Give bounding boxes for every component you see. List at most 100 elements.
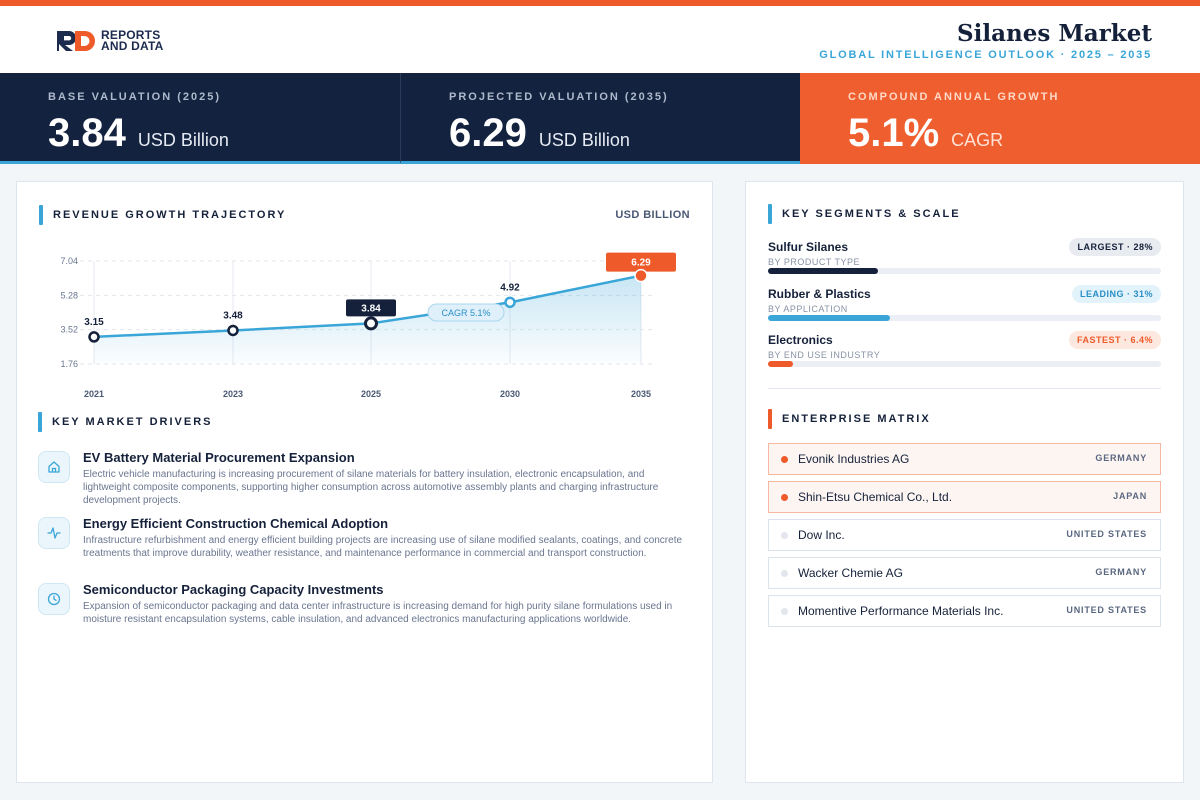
brand-line-1: REPORTS	[101, 28, 161, 42]
status-dot	[781, 494, 788, 501]
driver-title: EV Battery Material Procurement Expansio…	[83, 450, 355, 465]
data-label: 3.84	[361, 303, 381, 314]
driver-item: Semiconductor Packaging Capacity Investm…	[38, 581, 698, 647]
status-dot	[781, 456, 788, 463]
segment-item: Electronics BY END USE INDUSTRY FASTEST …	[768, 331, 1161, 377]
drivers-list: EV Battery Material Procurement Expansio…	[38, 449, 698, 647]
status-dot	[781, 532, 788, 539]
x-tick-label: 2021	[84, 389, 104, 399]
segment-bar-fill	[768, 361, 794, 367]
data-point	[88, 331, 100, 343]
cagr-annotation-text: CAGR 5.1%	[441, 308, 490, 318]
company-country: GERMANY	[1095, 567, 1147, 577]
clock-icon	[38, 583, 70, 615]
x-tick-label: 2035	[631, 389, 651, 399]
kpi-label: BASE VALUATION (2025)	[48, 91, 222, 103]
segment-name: Electronics	[768, 333, 833, 347]
enterprise-row[interactable]: Dow Inc. UNITED STATES	[768, 519, 1161, 551]
kpi-value: 5.1%	[848, 111, 940, 155]
drivers-section-title: KEY MARKET DRIVERS	[38, 412, 212, 432]
section-accent	[768, 204, 772, 224]
data-point	[504, 296, 516, 309]
segment-badge: FASTEST · 6.4%	[1068, 331, 1161, 349]
x-tick-label: 2030	[500, 389, 520, 399]
highlight-value-tag	[346, 299, 396, 317]
final-value-tag	[606, 252, 676, 272]
segment-category: BY APPLICATION	[768, 304, 848, 314]
y-tick-label: 7.04	[60, 256, 78, 266]
y-tick-label: 3.52	[60, 325, 78, 335]
status-dot	[781, 608, 788, 615]
segment-name: Sulfur Silanes	[768, 240, 849, 254]
enterprise-row[interactable]: Evonik Industries AG GERMANY	[768, 443, 1161, 475]
kpi-projected-valuation: PROJECTED VALUATION (2035) 6.29 USD Bill…	[400, 73, 800, 164]
enterprise-row[interactable]: Shin-Etsu Chemical Co., Ltd. JAPAN	[768, 481, 1161, 513]
data-label: 6.29	[631, 258, 651, 269]
enterprise-row[interactable]: Wacker Chemie AG GERMANY	[768, 557, 1161, 589]
segment-name: Rubber & Plastics	[768, 287, 871, 301]
kpi-value: 6.29	[449, 111, 527, 155]
kpi-unit: CAGR	[951, 130, 1004, 150]
driver-description: Electric vehicle manufacturing is increa…	[83, 469, 659, 506]
company-name: Shin-Etsu Chemical Co., Ltd.	[798, 490, 953, 504]
kpi-value: 3.84	[48, 111, 126, 155]
segments-section-title: KEY SEGMENTS & SCALE	[768, 204, 961, 224]
section-accent	[39, 205, 43, 225]
y-tick-label: 1.76	[60, 359, 78, 369]
segment-bar-track	[768, 268, 1161, 274]
segment-item: Sulfur Silanes BY PRODUCT TYPE LARGEST ·…	[768, 238, 1161, 284]
driver-title: Semiconductor Packaging Capacity Investm…	[83, 582, 384, 597]
kpi-value-group: 3.84 USD Billion	[48, 111, 229, 156]
kpi-label: PROJECTED VALUATION (2035)	[449, 91, 669, 103]
kpi-unit: USD Billion	[538, 130, 630, 150]
cagr-annotation-pill	[427, 303, 505, 322]
x-tick-label: 2025	[361, 389, 381, 399]
segment-bar-track	[768, 361, 1161, 367]
area-fill	[94, 275, 641, 364]
company-country: UNITED STATES	[1066, 605, 1147, 615]
chart-unit-label: USD BILLION	[615, 209, 690, 221]
company-name: Evonik Industries AG	[798, 452, 910, 466]
segments-title: KEY SEGMENTS & SCALE	[782, 208, 961, 220]
company-name: Dow Inc.	[798, 528, 845, 542]
drivers-title: KEY MARKET DRIVERS	[52, 416, 213, 428]
kpi-value-group: 5.1% CAGR	[848, 111, 1003, 156]
data-point	[634, 268, 648, 283]
trajectory-section-title: REVENUE GROWTH TRAJECTORY	[39, 205, 286, 225]
top-accent-bar	[0, 0, 1200, 6]
driver-item: Energy Efficient Construction Chemical A…	[38, 515, 698, 581]
segment-bar-fill	[768, 268, 879, 274]
page-title: Silanes Market	[957, 20, 1152, 47]
home-icon	[38, 451, 70, 483]
company-country: JAPAN	[1113, 491, 1147, 501]
enterprise-section-title: ENTERPRISE MATRIX	[768, 409, 931, 429]
brand-logo[interactable]: REPORTS AND DATA	[55, 28, 163, 54]
trajectory-card: REVENUE GROWTH TRAJECTORY USD BILLION	[16, 181, 713, 783]
header: REPORTS AND DATA Silanes Market GLOBAL I…	[0, 6, 1200, 73]
kpi-unit: USD Billion	[137, 130, 229, 150]
kpi-label: COMPOUND ANNUAL GROWTH	[848, 91, 1060, 103]
trajectory-title: REVENUE GROWTH TRAJECTORY	[53, 209, 287, 221]
driver-description: Infrastructure refurbishment and energy …	[83, 535, 683, 559]
company-name: Momentive Performance Materials Inc.	[798, 604, 1004, 618]
data-point	[227, 324, 239, 337]
status-dot	[781, 570, 788, 577]
section-accent	[38, 412, 42, 432]
driver-title: Energy Efficient Construction Chemical A…	[83, 516, 389, 531]
activity-icon	[38, 517, 70, 549]
kpi-value-group: 6.29 USD Billion	[449, 111, 630, 156]
brand-line-2: AND DATA	[101, 39, 164, 53]
brand-name: REPORTS AND DATA	[101, 28, 164, 53]
section-divider	[768, 388, 1161, 389]
revenue-chart: 7.04 5.28 3.52 1.76 2021 2023 2025 2030 2035 CAG…	[60, 252, 676, 399]
company-country: UNITED STATES	[1066, 529, 1147, 539]
segment-category: BY PRODUCT TYPE	[768, 257, 861, 267]
company-name: Wacker Chemie AG	[798, 566, 903, 580]
company-country: GERMANY	[1095, 453, 1147, 463]
kpi-base-valuation: BASE VALUATION (2025) 3.84 USD Billion	[0, 73, 400, 164]
y-tick-label: 5.28	[60, 290, 78, 300]
segment-bar-fill	[768, 315, 890, 321]
segment-item: Rubber & Plastics BY APPLICATION LEADING…	[768, 285, 1161, 331]
data-point	[364, 316, 378, 331]
enterprise-row[interactable]: Momentive Performance Materials Inc. UNI…	[768, 595, 1161, 627]
